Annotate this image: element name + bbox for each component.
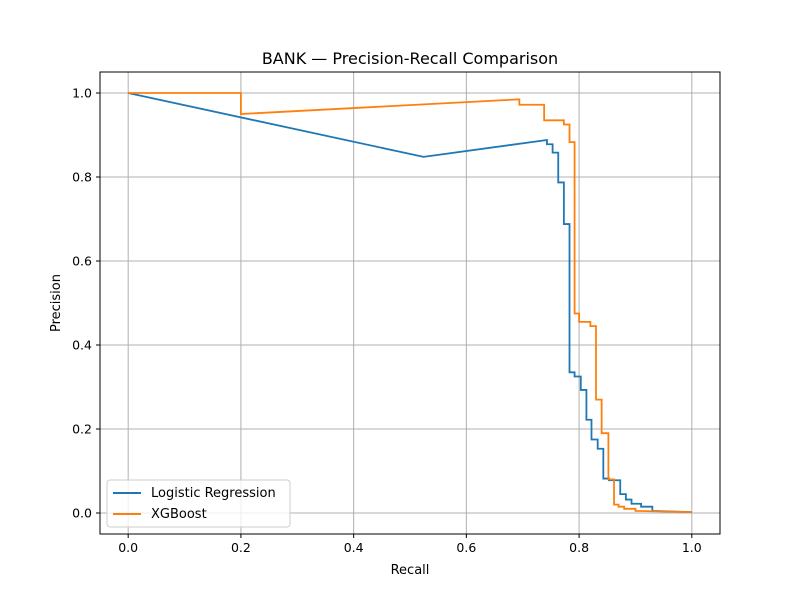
series-line-xgboost [128, 92, 692, 514]
ticks: 0.0 0.2 0.4 0.6 0.8 1.0 0.0 0.2 0.4 0.6 0.8 1.0 [72, 86, 702, 556]
x-tick-label: 0.0 [118, 540, 138, 555]
y-tick-label: 1.0 [72, 86, 92, 101]
legend: Logistic Regression XGBoost [106, 479, 291, 528]
x-tick-label: 0.6 [456, 540, 476, 555]
x-tick-label: 0.4 [344, 540, 364, 555]
y-tick-label: 0.4 [72, 338, 92, 353]
legend-box [106, 479, 291, 528]
plot-area [100, 72, 720, 534]
y-tick-label: 0.8 [72, 170, 92, 185]
series-layer [127, 92, 692, 514]
x-tick-label: 0.2 [231, 540, 251, 555]
legend-label-logistic-regression: Logistic Regression [151, 486, 276, 501]
x-tick-label: 0.8 [569, 540, 589, 555]
y-tick-label: 0.2 [72, 422, 92, 437]
chart-title: BANK — Precision-Recall Comparison [262, 49, 558, 68]
x-tick-label: 1.0 [682, 540, 702, 555]
grid [100, 72, 720, 534]
x-axis-label: Recall [391, 563, 430, 578]
y-axis-label: Precision [49, 274, 64, 332]
plot-frame [99, 71, 721, 535]
legend-label-xgboost: XGBoost [151, 507, 207, 522]
y-tick-label: 0.6 [72, 254, 92, 269]
y-tick-label: 0.0 [72, 506, 92, 521]
series-line-logistic-regression [127, 92, 692, 514]
